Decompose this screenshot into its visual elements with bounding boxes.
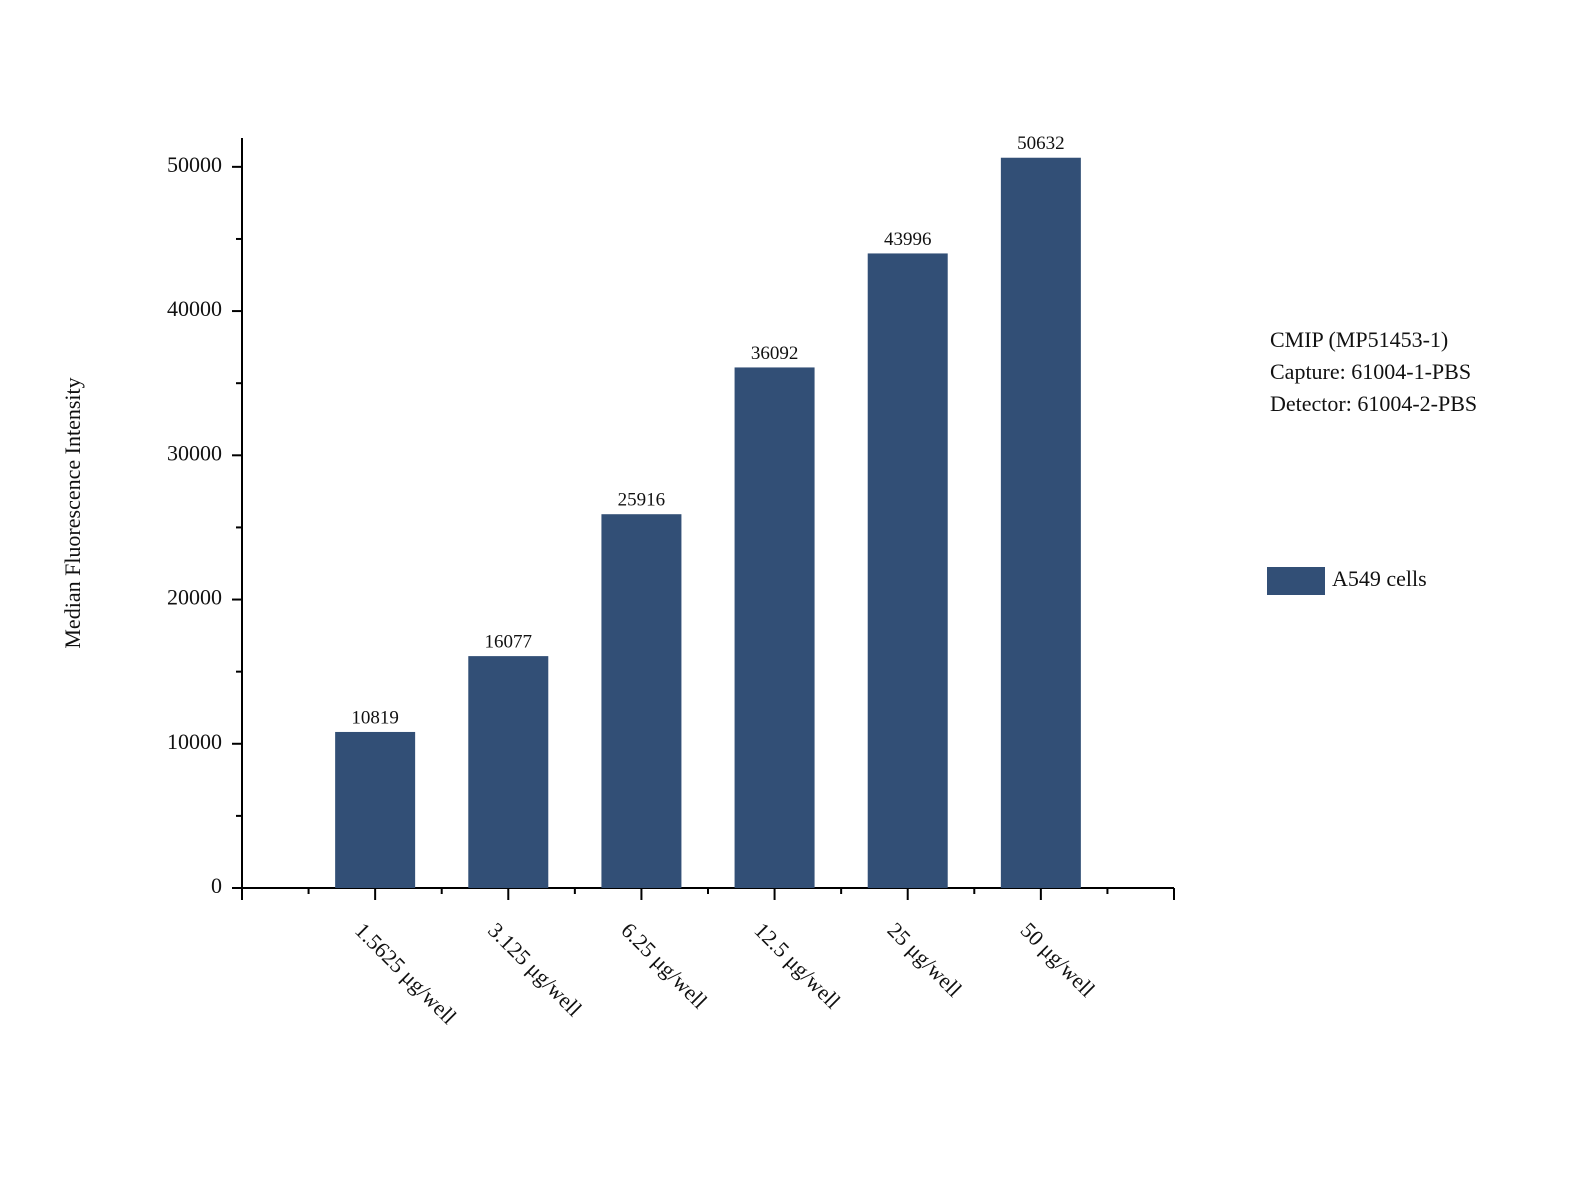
data-label: 36092 (751, 343, 799, 364)
x-tick-label: 1.5625 μg/well (350, 917, 462, 1029)
data-label: 25916 (618, 490, 666, 511)
y-tick-label: 30000 (167, 440, 222, 465)
y-tick-label: 50000 (167, 152, 222, 177)
annotation: Capture: 61004-1-PBS (1270, 359, 1471, 384)
data-label: 16077 (485, 631, 533, 652)
bar (867, 253, 948, 888)
data-label: 43996 (884, 229, 932, 250)
bar (734, 367, 815, 888)
x-tick-label: 12.5 μg/well (749, 917, 845, 1013)
y-axis-label: Median Fluorescence Intensity (60, 377, 85, 648)
legend-label: A549 cells (1332, 566, 1427, 591)
legend-swatch (1267, 567, 1325, 595)
bar (1000, 157, 1081, 888)
y-tick-label: 0 (211, 873, 222, 898)
x-tick-label: 50 μg/well (1016, 917, 1100, 1001)
y-tick-label: 40000 (167, 296, 222, 321)
bar (468, 656, 549, 888)
x-tick-label: 25 μg/well (883, 917, 967, 1001)
x-tick-label: 6.25 μg/well (616, 917, 712, 1013)
y-tick-label: 10000 (167, 729, 222, 754)
annotation: CMIP (MP51453-1) (1270, 327, 1448, 352)
data-label: 10819 (351, 707, 399, 728)
data-label: 50632 (1017, 133, 1065, 154)
bar (601, 514, 682, 888)
y-tick-label: 20000 (167, 585, 222, 610)
bar (335, 731, 416, 888)
annotation: Detector: 61004-2-PBS (1270, 391, 1477, 416)
x-tick-label: 3.125 μg/well (483, 917, 587, 1021)
